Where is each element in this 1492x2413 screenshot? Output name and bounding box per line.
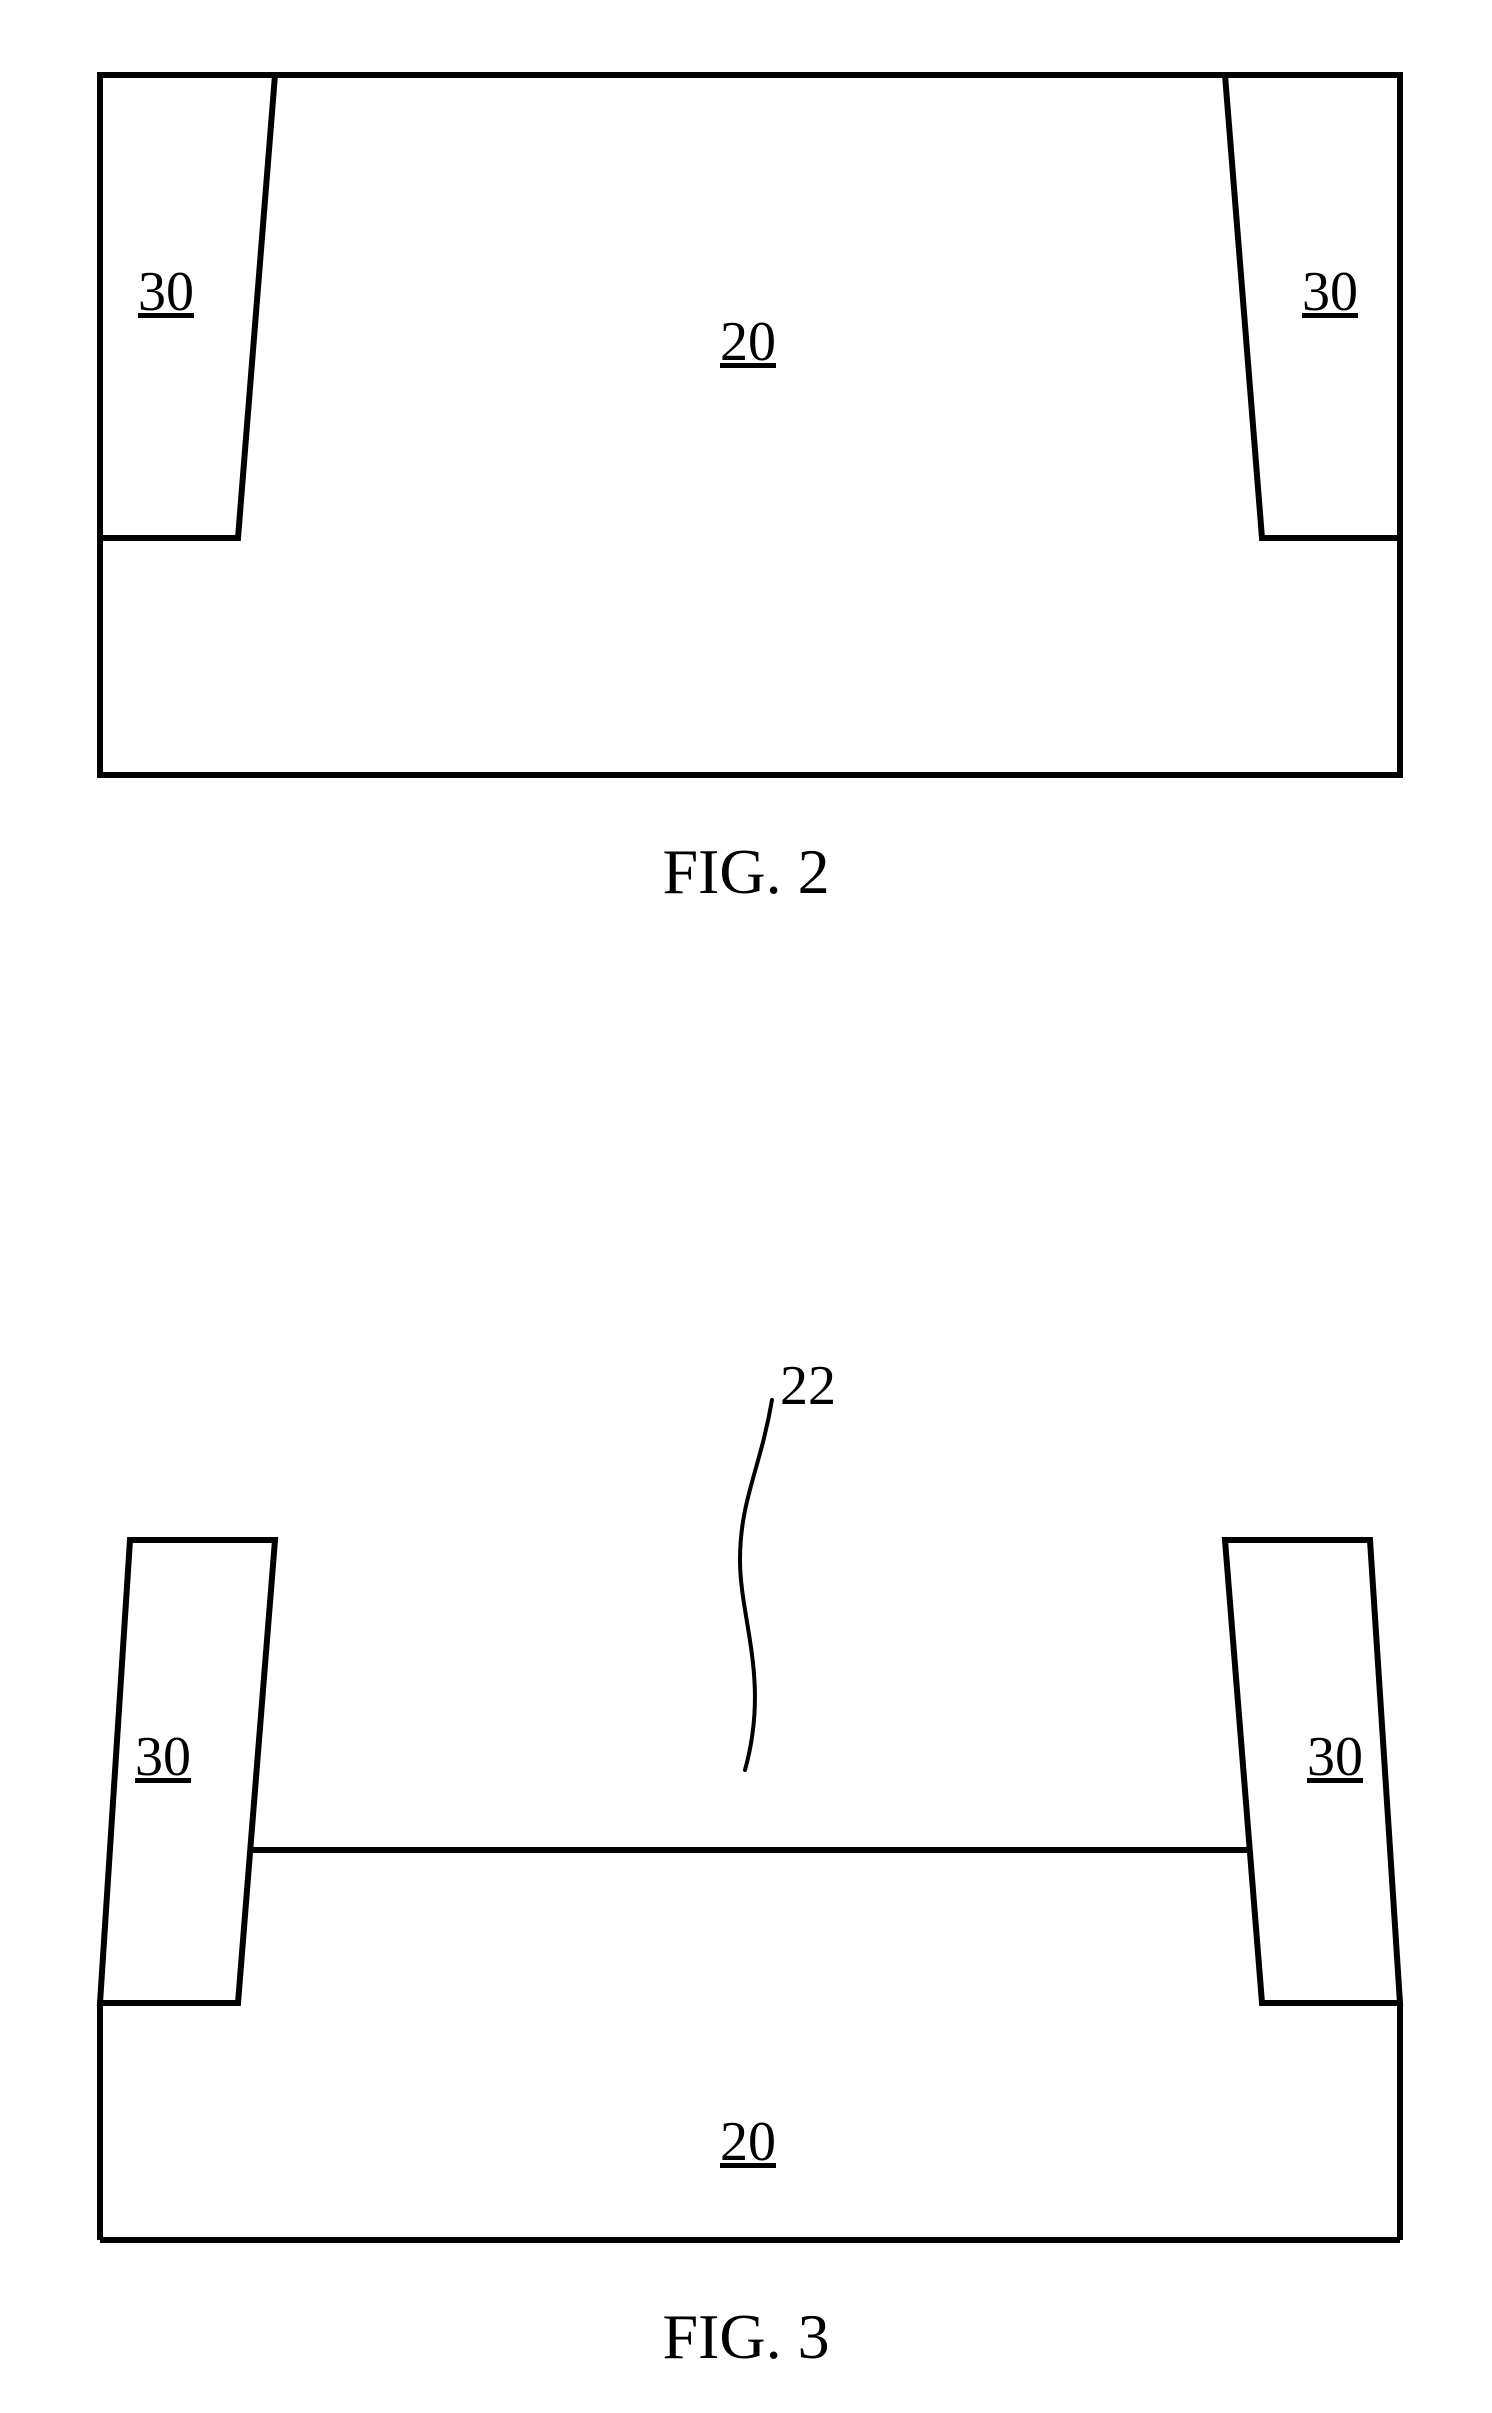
- fig3-label-20: 20: [720, 2110, 776, 2174]
- fig2-label-30: 30: [138, 260, 194, 324]
- fig2-caption: FIG. 2: [0, 835, 1492, 909]
- fig3-caption: FIG. 3: [0, 2300, 1492, 2374]
- fig3-label-30: 30: [1307, 1725, 1363, 1789]
- fig3-leader-label: 22: [780, 1354, 836, 1418]
- fig2: [100, 75, 1400, 775]
- fig2-label-20: 20: [720, 310, 776, 374]
- fig2-label-30: 30: [1302, 260, 1358, 324]
- fig3-label-30: 30: [135, 1725, 191, 1789]
